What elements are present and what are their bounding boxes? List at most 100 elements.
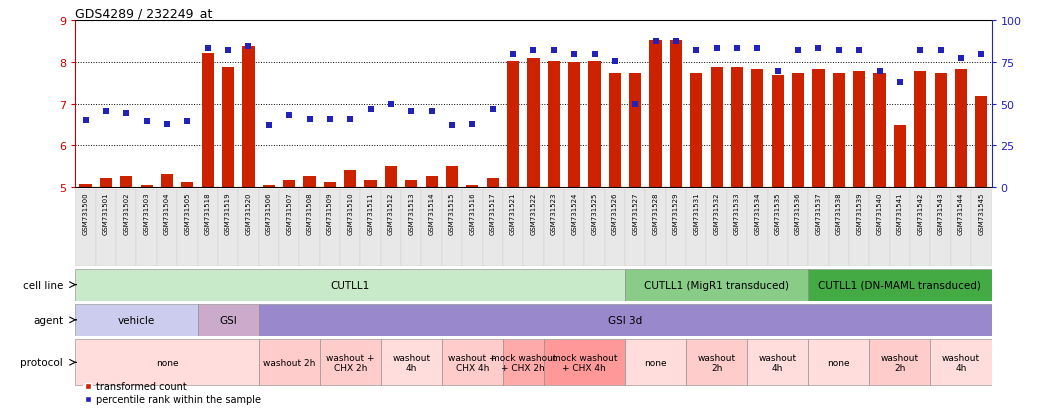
Text: none: none — [156, 358, 178, 367]
Text: GSM731519: GSM731519 — [225, 192, 231, 235]
Bar — [808, 190, 828, 266]
Text: GSM731500: GSM731500 — [83, 192, 89, 235]
Bar — [222, 67, 235, 188]
Bar — [487, 179, 498, 188]
Text: washout
2h: washout 2h — [697, 353, 736, 372]
Text: GSM731505: GSM731505 — [184, 192, 191, 235]
Bar — [828, 190, 849, 266]
Text: GSM731538: GSM731538 — [836, 192, 842, 235]
Text: none: none — [827, 358, 850, 367]
Point — [382, 102, 399, 109]
Text: GSM731542: GSM731542 — [917, 192, 923, 235]
Text: washout
4h: washout 4h — [942, 353, 980, 372]
Text: GSM731531: GSM731531 — [693, 192, 699, 235]
Point — [97, 109, 114, 115]
Bar — [564, 190, 584, 266]
Bar — [625, 269, 808, 301]
Bar — [605, 190, 625, 266]
Bar — [198, 304, 259, 336]
Text: GSM731516: GSM731516 — [469, 192, 475, 235]
Bar — [853, 72, 865, 188]
Text: GSM731533: GSM731533 — [734, 192, 740, 235]
Point — [302, 117, 318, 123]
Point — [932, 47, 949, 54]
Text: GSM731545: GSM731545 — [978, 192, 984, 235]
Bar — [731, 67, 743, 188]
Point — [362, 106, 379, 113]
Bar — [503, 339, 543, 385]
Bar — [869, 190, 890, 266]
Text: mock washout
+ CHX 2h: mock washout + CHX 2h — [490, 353, 556, 372]
Point — [261, 123, 277, 129]
Point — [464, 121, 481, 128]
Text: GSM731515: GSM731515 — [449, 192, 455, 235]
Text: GSM731512: GSM731512 — [388, 192, 394, 235]
Point — [281, 113, 297, 119]
Point — [871, 69, 888, 75]
Point — [179, 119, 196, 125]
Bar — [748, 190, 767, 266]
Text: GSM731543: GSM731543 — [938, 192, 943, 235]
Text: vehicle: vehicle — [118, 315, 155, 325]
Point — [444, 123, 461, 129]
Point — [830, 47, 847, 54]
Bar — [177, 190, 198, 266]
Bar — [202, 54, 214, 188]
Text: CUTLL1: CUTLL1 — [331, 280, 370, 290]
Bar — [931, 190, 951, 266]
Text: GSM731501: GSM731501 — [103, 192, 109, 235]
Point — [220, 47, 237, 54]
Bar — [711, 67, 722, 188]
Bar — [625, 339, 686, 385]
Text: washout
4h: washout 4h — [759, 353, 797, 372]
Point — [749, 46, 765, 52]
Bar — [890, 190, 910, 266]
Bar — [340, 190, 360, 266]
Bar — [608, 74, 621, 188]
Bar — [808, 339, 869, 385]
Bar — [792, 74, 804, 188]
Text: GSM731544: GSM731544 — [958, 192, 964, 235]
Bar — [446, 167, 459, 188]
Point — [627, 102, 644, 109]
Bar — [727, 190, 748, 266]
Text: GSM731508: GSM731508 — [307, 192, 312, 235]
Bar — [319, 339, 381, 385]
Bar — [381, 339, 442, 385]
Bar — [894, 126, 906, 188]
Legend: transformed count, percentile rank within the sample: transformed count, percentile rank withi… — [81, 377, 265, 408]
Text: GSM731528: GSM731528 — [652, 192, 659, 235]
Text: washout
4h: washout 4h — [393, 353, 430, 372]
Point — [545, 47, 562, 54]
Text: agent: agent — [34, 315, 63, 325]
Bar — [242, 47, 254, 188]
Text: GSM731532: GSM731532 — [714, 192, 719, 235]
Bar — [442, 339, 503, 385]
Point — [729, 46, 745, 52]
Bar — [75, 269, 625, 301]
Text: GSM731517: GSM731517 — [490, 192, 495, 235]
Text: GSM731541: GSM731541 — [897, 192, 903, 235]
Text: GSM731521: GSM731521 — [510, 192, 516, 235]
Bar — [772, 76, 784, 188]
Point — [77, 118, 94, 124]
Point — [668, 39, 685, 46]
Bar — [752, 70, 763, 188]
Point — [647, 39, 664, 46]
Bar — [528, 59, 539, 188]
Text: GSM731502: GSM731502 — [124, 192, 129, 235]
Bar — [116, 190, 136, 266]
Text: GDS4289 / 232249_at: GDS4289 / 232249_at — [75, 7, 213, 19]
Bar — [748, 339, 808, 385]
Text: washout +
CHX 2h: washout + CHX 2h — [326, 353, 375, 372]
Bar — [198, 190, 218, 266]
Bar — [686, 190, 707, 266]
Text: CUTLL1 (MigR1 transduced): CUTLL1 (MigR1 transduced) — [644, 280, 789, 290]
Bar — [401, 190, 422, 266]
Text: GSM731529: GSM731529 — [673, 192, 678, 235]
Text: GSM731524: GSM731524 — [572, 192, 577, 235]
Bar — [324, 183, 336, 188]
Text: GSM731507: GSM731507 — [286, 192, 292, 235]
Point — [199, 46, 216, 52]
Bar — [788, 190, 808, 266]
